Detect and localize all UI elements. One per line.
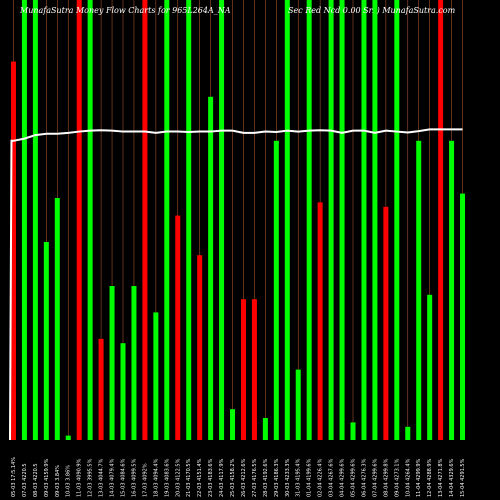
x-tick-label: 11-04 4299.9%: [416, 458, 422, 497]
bar-26: [295, 369, 301, 440]
bar-5: [65, 435, 71, 440]
x-tick-label: 27-03 4176.5%: [252, 458, 258, 497]
bar-37: [416, 140, 422, 441]
x-tick-label: 19-03 4083.6%: [164, 458, 170, 497]
money-flow-line: [9, 128, 463, 441]
bar-7: [87, 0, 93, 440]
bar-25: [284, 0, 290, 440]
x-tick-label: 29-03 4186.3%: [274, 458, 280, 497]
x-tick-label: 25-03 4158.2%: [230, 458, 236, 497]
x-tick-label: 03-04 4267.6%: [329, 458, 335, 497]
bar-18: [208, 96, 214, 441]
bar-0: [10, 61, 16, 440]
x-tick-label: 21-03 4170.5%: [186, 458, 192, 497]
bar-29: [328, 0, 334, 440]
x-tick-label: 26-03 4212.6%: [241, 458, 247, 497]
money-flow-line-layer: [9, 128, 463, 441]
x-tick-label: 15-04 4291.5%: [460, 458, 466, 497]
bar-14: [164, 0, 170, 440]
bar-32: [361, 0, 367, 440]
bar-6: [76, 0, 82, 440]
x-tick-label: 07-04 4299.6%: [372, 458, 378, 497]
x-tick-label: 18-03 4094.4%: [153, 458, 159, 497]
bar-15: [175, 215, 181, 440]
bar-39: [438, 0, 444, 440]
x-tick-label: 15-03 4084.6%: [121, 458, 127, 497]
x-tick-label: 11-03 4090.9%: [77, 458, 83, 497]
x-tick-label: 09-03 4159.9%: [44, 458, 50, 497]
x-tick-label: 23-03 4183.6%: [208, 458, 214, 497]
bar-21: [240, 299, 246, 440]
x-tick-label: 28-03 4192.6%: [263, 458, 269, 497]
x-tick-label: 22-03 4151.4%: [197, 458, 203, 497]
x-tick-label: 10-03 3.86%: [66, 465, 72, 497]
bar-34: [383, 206, 389, 440]
x-tick-label: 06-04 4276.3%: [361, 458, 367, 497]
chart-title-left: MunafaSutra Money Flow Charts for 965L26…: [19, 6, 231, 15]
bar-13: [153, 312, 159, 440]
x-tick-label: 17-03 4092%: [142, 463, 148, 497]
x-tick-label: 12-04 4288.9%: [427, 458, 433, 497]
bar-27: [306, 0, 312, 440]
bar-19: [219, 0, 225, 440]
bar-38: [427, 294, 433, 440]
bar-41: [460, 193, 466, 440]
bar-28: [317, 202, 323, 440]
bar-1: [21, 0, 27, 440]
x-tick-label: 04-04 4299.6%: [340, 458, 346, 497]
x-tick-label: 13-03 4044.7%: [99, 458, 105, 497]
bar-4: [54, 198, 60, 440]
x-tick-label: 08-04 4299.8%: [383, 458, 389, 497]
x-tick-labels: 05-03 17:5.14% 07-03 4220.5 08-03 4220.5 09…: [11, 457, 466, 497]
chart-title-right: Sec Red Ncd 0.00 Sr. ) MunafaSutra.com: [288, 6, 456, 15]
bar-9: [109, 286, 115, 440]
bar-24: [273, 140, 279, 441]
x-tick-label: 16-03 4099.5%: [131, 458, 137, 497]
x-tick-label: 09-03 3.84%: [55, 465, 61, 497]
bar-2: [32, 0, 38, 440]
bars: [10, 0, 466, 441]
x-tick-label: 08-03 4220.5: [33, 463, 39, 497]
x-tick-label: 12-03 3995.5%: [88, 458, 94, 497]
bar-33: [372, 0, 378, 440]
bar-20: [230, 409, 236, 440]
bar-12: [142, 0, 148, 440]
bar-10: [120, 343, 126, 440]
x-tick-label: 07-03 4220.5: [22, 463, 28, 497]
x-tick-label: 02-04 4226.4%: [318, 458, 324, 497]
bar-35: [394, 0, 400, 440]
x-tick-label: 14-03 4079.4%: [110, 458, 116, 497]
bar-31: [350, 422, 356, 440]
bar-8: [98, 338, 104, 440]
bar-3: [43, 242, 49, 440]
bar-36: [405, 426, 411, 440]
x-tick-label: 14-04 4329.6%: [449, 458, 455, 497]
x-tick-label: 13-04 4271.8%: [438, 458, 444, 497]
bar-22: [251, 299, 257, 440]
x-tick-label: 20-03 4122.5%: [175, 458, 181, 497]
x-tick-label: 30-03 4233.3%: [285, 458, 291, 497]
x-tick-label: 09-04 4273.1%: [394, 458, 400, 497]
x-tick-label: 05-03 17:5.14%: [11, 457, 17, 497]
x-tick-label: 31-03 4195.4%: [296, 458, 302, 497]
bar-40: [449, 140, 455, 441]
x-tick-label: 01-04 4199.6%: [307, 458, 313, 497]
x-tick-label: 24-03 4117.9%: [219, 458, 225, 497]
x-tick-label: 10-04 4264.4%: [405, 458, 411, 497]
bar-30: [339, 0, 345, 440]
bar-11: [131, 286, 137, 440]
bar-16: [186, 0, 192, 440]
bar-17: [197, 255, 203, 440]
bar-23: [262, 418, 268, 440]
x-tick-label: 05-04 4299.6%: [351, 458, 357, 497]
